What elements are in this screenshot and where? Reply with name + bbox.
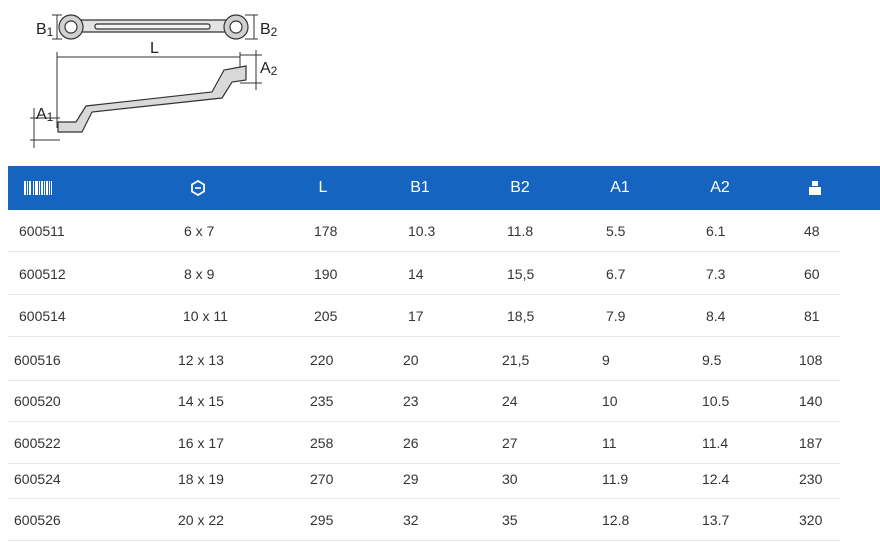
header-b1: B1 (410, 179, 430, 196)
cell-b2: 15,5 (507, 266, 535, 282)
cell-l: 190 (314, 266, 338, 282)
cell-a2: 9.5 (702, 352, 722, 368)
cell-b1: 32 (403, 512, 419, 528)
cell-weight: 320 (799, 512, 823, 528)
cell-article-number: 600511 (19, 223, 65, 239)
cell-l: 178 (314, 223, 338, 239)
cell-size: 12 x 13 (178, 352, 224, 368)
cell-a1: 9 (602, 352, 610, 368)
cell-b1: 17 (408, 308, 424, 324)
cell-b1: 29 (403, 471, 419, 487)
cell-b2: 27 (502, 435, 518, 451)
cell-a1: 6.7 (606, 266, 626, 282)
header-a2: A2 (710, 179, 730, 196)
cell-size: 10 x 11 (183, 308, 228, 324)
cell-b1: 20 (403, 352, 419, 368)
cell-b1: 23 (403, 393, 419, 409)
weight-icon (809, 180, 821, 195)
cell-size: 8 x 9 (184, 266, 215, 282)
cell-weight: 230 (799, 471, 823, 487)
cell-a1: 11 (602, 435, 617, 451)
cell-size: 14 x 15 (178, 393, 224, 409)
cell-size: 16 x 17 (178, 435, 224, 451)
cell-b1: 14 (408, 266, 424, 282)
cell-l: 295 (310, 512, 334, 528)
cell-weight: 48 (804, 223, 820, 239)
cell-article-number: 600520 (14, 393, 61, 409)
cell-a1: 5.5 (606, 223, 626, 239)
cell-a1: 10 (602, 393, 618, 409)
cell-a2: 11.4 (702, 435, 729, 451)
header-b2: B2 (510, 179, 530, 196)
cell-b2: 30 (502, 471, 518, 487)
cell-l: 220 (310, 352, 334, 368)
header-size (173, 166, 223, 210)
cell-l: 258 (310, 435, 334, 451)
cell-l: 270 (310, 471, 334, 487)
cell-a2: 8.4 (706, 308, 726, 324)
cell-article-number: 600514 (19, 308, 66, 324)
label-l: L (150, 40, 159, 57)
cell-weight: 140 (799, 393, 823, 409)
label-a1: A1 (36, 106, 54, 124)
header-l: L (318, 179, 328, 196)
cell-size: 6 x 7 (184, 223, 215, 239)
cell-weight: 187 (799, 435, 823, 451)
wrench-dimension-diagram: B1 B2 L A2 A1 (30, 14, 278, 148)
cell-b2: 21,5 (502, 352, 530, 368)
cell-l: 205 (314, 308, 338, 324)
header-article-number (8, 166, 68, 210)
cell-a2: 10.5 (702, 393, 730, 409)
cell-weight: 81 (804, 308, 820, 324)
wrench-top-view (58, 14, 249, 40)
cell-article-number: 600512 (19, 266, 66, 282)
cell-b2: 11.8 (507, 223, 534, 239)
table-row: 600516 12 x 13 220 20 21,5 9 9.5 108 (8, 339, 840, 381)
cell-b2: 24 (502, 393, 518, 409)
cell-article-number: 600522 (14, 435, 61, 451)
cell-a1: 11.9 (602, 471, 629, 487)
label-a2: A2 (260, 60, 278, 78)
cell-a2: 7.3 (706, 266, 726, 282)
table-row: 600522 16 x 17 258 26 27 11 11.4 187 (8, 422, 840, 464)
cell-b1: 26 (403, 435, 419, 451)
label-b1: B1 (36, 21, 54, 39)
cell-b2: 35 (502, 512, 518, 528)
cell-article-number: 600516 (14, 352, 61, 368)
cell-a1: 12.8 (602, 512, 630, 528)
cell-b2: 18,5 (507, 308, 535, 324)
table-row: 600524 18 x 19 270 29 30 11.9 12.4 230 (8, 459, 840, 499)
table-header: L B1 B2 A1 A2 (8, 166, 880, 210)
table-row: 600526 20 x 22 295 32 35 12.8 13.7 320 (8, 499, 840, 541)
cell-weight: 108 (799, 352, 823, 368)
header-a1: A1 (610, 179, 630, 196)
cell-a2: 6.1 (706, 223, 726, 239)
wrench-side-view (57, 65, 247, 133)
cell-b1: 10.3 (408, 223, 436, 239)
cell-a2: 13.7 (702, 512, 730, 528)
cell-size: 18 x 19 (178, 471, 224, 487)
cell-size: 20 x 22 (178, 512, 224, 528)
wrench-size-icon (191, 179, 205, 196)
table-row: 600514 10 x 11 205 17 18,5 7.9 8.4 81 (8, 295, 840, 337)
barcode-icon (24, 180, 52, 195)
cell-a2: 12.4 (702, 471, 730, 487)
label-b2: B2 (260, 21, 278, 39)
cell-article-number: 600524 (14, 471, 61, 487)
cell-l: 235 (310, 393, 334, 409)
cell-weight: 60 (804, 266, 820, 282)
table-row: 600520 14 x 15 235 23 24 10 10.5 140 (8, 380, 840, 422)
cell-a1: 7.9 (606, 308, 626, 324)
cell-article-number: 600526 (14, 512, 61, 528)
table-row: 600511 6 x 7 178 10.3 11.8 5.5 6.1 48 (8, 210, 840, 252)
header-weight (800, 166, 830, 210)
table-row: 600512 8 x 9 190 14 15,5 6.7 7.3 60 (8, 253, 840, 295)
